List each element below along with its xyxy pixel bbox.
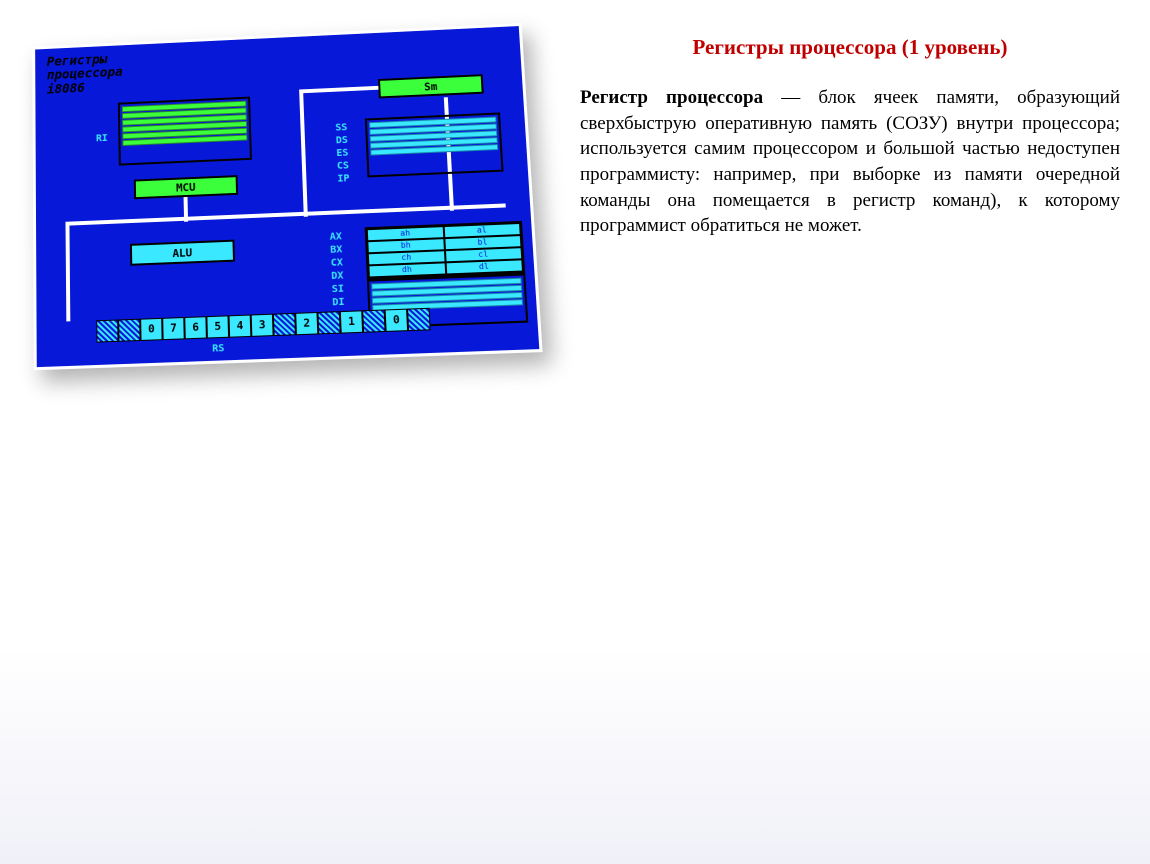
seg-block [365, 112, 504, 177]
cell-dh: dh [368, 262, 445, 277]
rs-label: RS [212, 342, 225, 356]
hatch-0 [96, 320, 118, 343]
wire-v1 [65, 222, 70, 322]
rs-strip: 0 7 6 5 4 3 2 1 0 [96, 308, 430, 343]
hatch-6: 4 [229, 315, 252, 338]
seg-labels: SS DS ES CS IP [335, 121, 350, 185]
diagram-title-l3: i8086 [47, 81, 85, 97]
slide-container: Регистры процессора i8086 RI Sm [0, 0, 1150, 380]
reg8-table: ahal bhbl chcl dhdl [365, 221, 526, 280]
sm-box: Sm [378, 74, 484, 98]
hatch-4: 6 [184, 316, 207, 339]
mcu-box: MCU [134, 175, 238, 199]
alu-box: ALU [130, 240, 235, 266]
slide-heading: Регистры процессора (1 уровень) [580, 35, 1120, 60]
hatch-10 [317, 311, 340, 334]
body-rest: — блок ячеек памяти, образующий сверхбыс… [580, 87, 1120, 236]
wire-v2 [299, 89, 308, 217]
cpu-diagram: Регистры процессора i8086 RI Sm [32, 23, 542, 370]
slide-body: Регистр процессора — блок ячеек памяти, … [580, 85, 1120, 239]
hatch-2: 0 [140, 318, 162, 341]
hatch-3: 7 [162, 317, 185, 340]
hatch-1 [118, 319, 140, 342]
alu-label: ALU [172, 246, 192, 260]
hatch-14 [407, 308, 431, 331]
diagram-title: Регистры процессора i8086 [47, 53, 123, 97]
sm-label: Sm [424, 80, 438, 93]
hatch-8 [273, 313, 296, 336]
hatch-5: 5 [206, 315, 229, 338]
hatch-13: 0 [385, 309, 409, 332]
hatch-9: 2 [295, 312, 318, 335]
text-content: Регистры процессора (1 уровень) Регистр … [580, 30, 1120, 380]
ri-label: RI [96, 132, 108, 145]
hatch-7: 3 [251, 314, 274, 337]
body-strong: Регистр процессора [580, 87, 763, 108]
hatch-11: 1 [340, 310, 363, 333]
diagram-wrapper: Регистры процессора i8086 RI Sm [30, 30, 550, 380]
wire-h2 [299, 86, 378, 94]
gp-labels: AX BX CX DX [329, 230, 343, 283]
hatch-12 [362, 309, 385, 332]
cell-dl: dl [445, 259, 523, 274]
wire-h1 [65, 203, 505, 225]
mcu-label: MCU [176, 180, 196, 194]
ri-block [118, 97, 252, 166]
